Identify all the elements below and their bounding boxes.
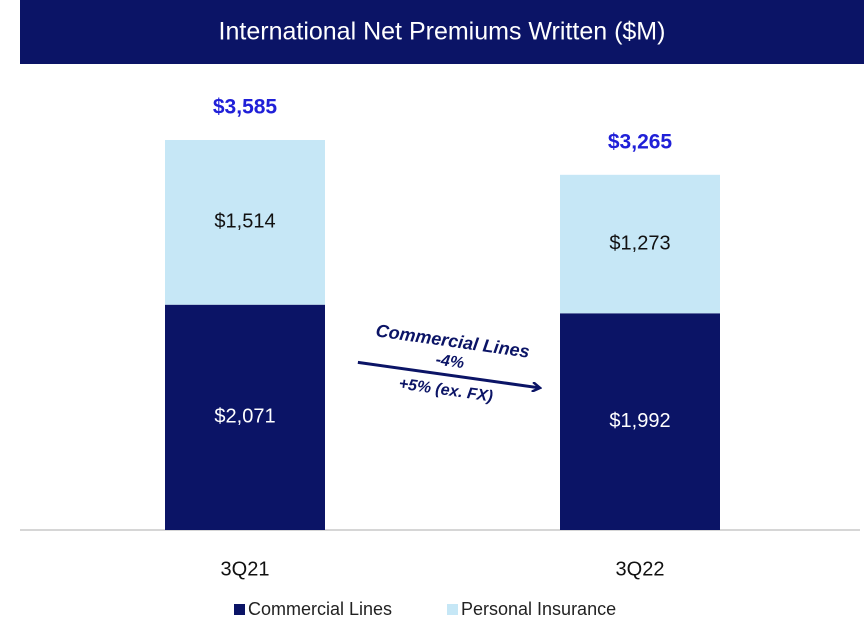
legend-label: Personal Insurance — [461, 599, 616, 619]
value-label: $1,514 — [214, 211, 275, 233]
bar-segment — [165, 304, 325, 530]
value-label: $1,273 — [609, 232, 670, 254]
chart-title: International Net Premiums Written ($M) — [219, 18, 666, 46]
bar-segment — [560, 313, 720, 530]
total-label: $3,265 — [608, 130, 673, 153]
bar-segment — [560, 174, 720, 314]
total-label: $3,585 — [213, 96, 278, 119]
legend-swatch — [234, 604, 245, 615]
x-tick-label: 3Q21 — [221, 558, 270, 580]
legend-label: Commercial Lines — [248, 599, 392, 619]
value-label: $2,071 — [214, 406, 275, 428]
title-banner — [20, 0, 864, 64]
annotation-arrow — [357, 360, 539, 387]
bar-segment — [165, 140, 325, 305]
value-label: $1,992 — [609, 410, 670, 432]
annotation-text: -4% — [435, 351, 466, 372]
legend-swatch — [447, 604, 458, 615]
x-tick-label: 3Q22 — [616, 558, 665, 580]
annotation: Commercial Lines -4% +5% (ex. FX) — [357, 320, 546, 406]
